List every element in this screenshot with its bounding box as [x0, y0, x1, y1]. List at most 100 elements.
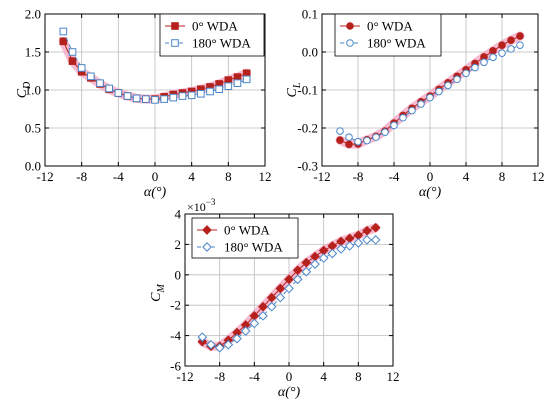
data-point: [59, 27, 68, 36]
legend-box: [159, 13, 265, 57]
data-point: [249, 318, 260, 329]
data-point: [370, 235, 381, 245]
legend: 0° WDA 180° WDA: [159, 13, 265, 57]
x-tick-label: 8: [355, 369, 362, 384]
y-axis-label-subscript: L: [292, 82, 303, 89]
x-tick-label: -12: [313, 169, 330, 184]
data-point: [362, 225, 372, 236]
legend: 0° WDA 180° WDA: [334, 13, 442, 57]
data-point: [390, 121, 398, 130]
y-tick-label: 0.5: [25, 121, 41, 136]
data-point: [214, 342, 225, 353]
data-point: [292, 265, 303, 276]
chart-panel-2: -12 -8 -4 0 4 8 12 -6 -4 -2 0 2 4 α(°) CM ×10−3 0° WDA 18…: [149, 197, 400, 400]
data-point: [399, 113, 407, 122]
data-point: [266, 301, 277, 312]
data-point: [187, 91, 196, 100]
data-point: [516, 32, 524, 40]
data-point: [327, 248, 338, 259]
data-point: [318, 253, 329, 263]
data-point: [178, 92, 187, 100]
data-point: [363, 136, 371, 145]
x-tick-label: 12: [387, 369, 400, 384]
data-point: [507, 36, 515, 45]
legend-marker: [346, 39, 354, 47]
data-point: [489, 53, 497, 62]
x-tick-label: 4: [188, 169, 195, 184]
data-point: [284, 274, 294, 285]
y-tick-label: -0.2: [297, 121, 318, 136]
y-axis-label: CD: [15, 81, 33, 98]
data-point: [354, 137, 362, 146]
y-tick-label: -6: [170, 359, 181, 374]
data-point: [224, 82, 233, 91]
x-tick-label: 4: [463, 169, 470, 184]
x-tick-label: 0: [427, 169, 434, 184]
x-tick-label: -4: [113, 169, 124, 184]
x-tick-label: 0: [286, 369, 293, 384]
data-point: [266, 292, 277, 303]
data-point: [114, 89, 123, 97]
data-point: [462, 69, 470, 78]
data-point: [68, 48, 77, 56]
y-tick-label: 2: [175, 237, 182, 252]
x-tick-label: 8: [499, 169, 506, 184]
data-point: [169, 93, 178, 102]
data-point: [516, 41, 524, 49]
x-tick-label: -4: [249, 369, 260, 384]
data-point: [435, 87, 443, 96]
x-tick-label: -8: [353, 169, 364, 184]
data-point: [258, 301, 268, 312]
data-point: [336, 244, 346, 254]
legend-label: 0° WDA: [367, 19, 413, 34]
x-tick-label: 8: [225, 169, 232, 184]
data-point: [105, 84, 113, 93]
x-tick-label: -12: [36, 169, 53, 184]
data-point: [284, 283, 294, 294]
legend-label: 0° WDA: [192, 19, 238, 34]
data-point: [292, 274, 303, 285]
data-point: [372, 133, 380, 141]
data-point: [507, 45, 515, 53]
x-tick-label: 4: [320, 369, 327, 384]
x-tick-label: -8: [214, 369, 225, 384]
x-tick-label: 0: [152, 169, 159, 184]
data-point: [233, 79, 242, 87]
legend-marker: [202, 225, 212, 235]
data-point: [275, 283, 286, 294]
x-tick-label: 12: [532, 169, 545, 184]
x-axis-label: α(°): [278, 385, 301, 400]
chart-panel-1: -12 -8 -4 0 4 8 12 -0.3 -0.2 -0.1 0.0 0.1 α(°) CL 0° W…: [285, 7, 545, 201]
legend-label: 180° WDA: [224, 240, 283, 255]
series-1: [336, 41, 524, 146]
x-tick-label: -12: [176, 369, 193, 384]
x-axis-label: α(°): [419, 185, 442, 200]
data-point: [123, 92, 132, 100]
data-point: [489, 47, 497, 55]
y-tick-label: 1.0: [25, 83, 41, 98]
data-point: [206, 339, 216, 350]
data-point: [142, 95, 150, 103]
legend-label: 0° WDA: [224, 223, 270, 238]
y-tick-label: 1.5: [25, 45, 41, 60]
data-point: [242, 75, 251, 84]
data-point: [96, 79, 104, 87]
data-point: [301, 257, 312, 268]
y-tick-label: 0.0: [302, 45, 318, 60]
data-point: [453, 75, 461, 84]
y-tick-label: 0: [175, 267, 182, 282]
y-tick-label: -0.1: [297, 83, 318, 98]
data-point: [151, 96, 159, 104]
series-1: [197, 235, 381, 353]
x-tick-label: 12: [259, 169, 272, 184]
data-point: [310, 259, 320, 269]
data-point: [197, 90, 205, 98]
data-point: [336, 136, 344, 144]
y-axis-label: CM: [149, 284, 167, 302]
legend-box: [334, 13, 442, 57]
data-point: [160, 95, 168, 103]
data-point: [471, 63, 479, 72]
y-multiplier: ×10−3: [187, 197, 216, 214]
data-point: [301, 266, 312, 277]
data-point: [426, 93, 434, 102]
